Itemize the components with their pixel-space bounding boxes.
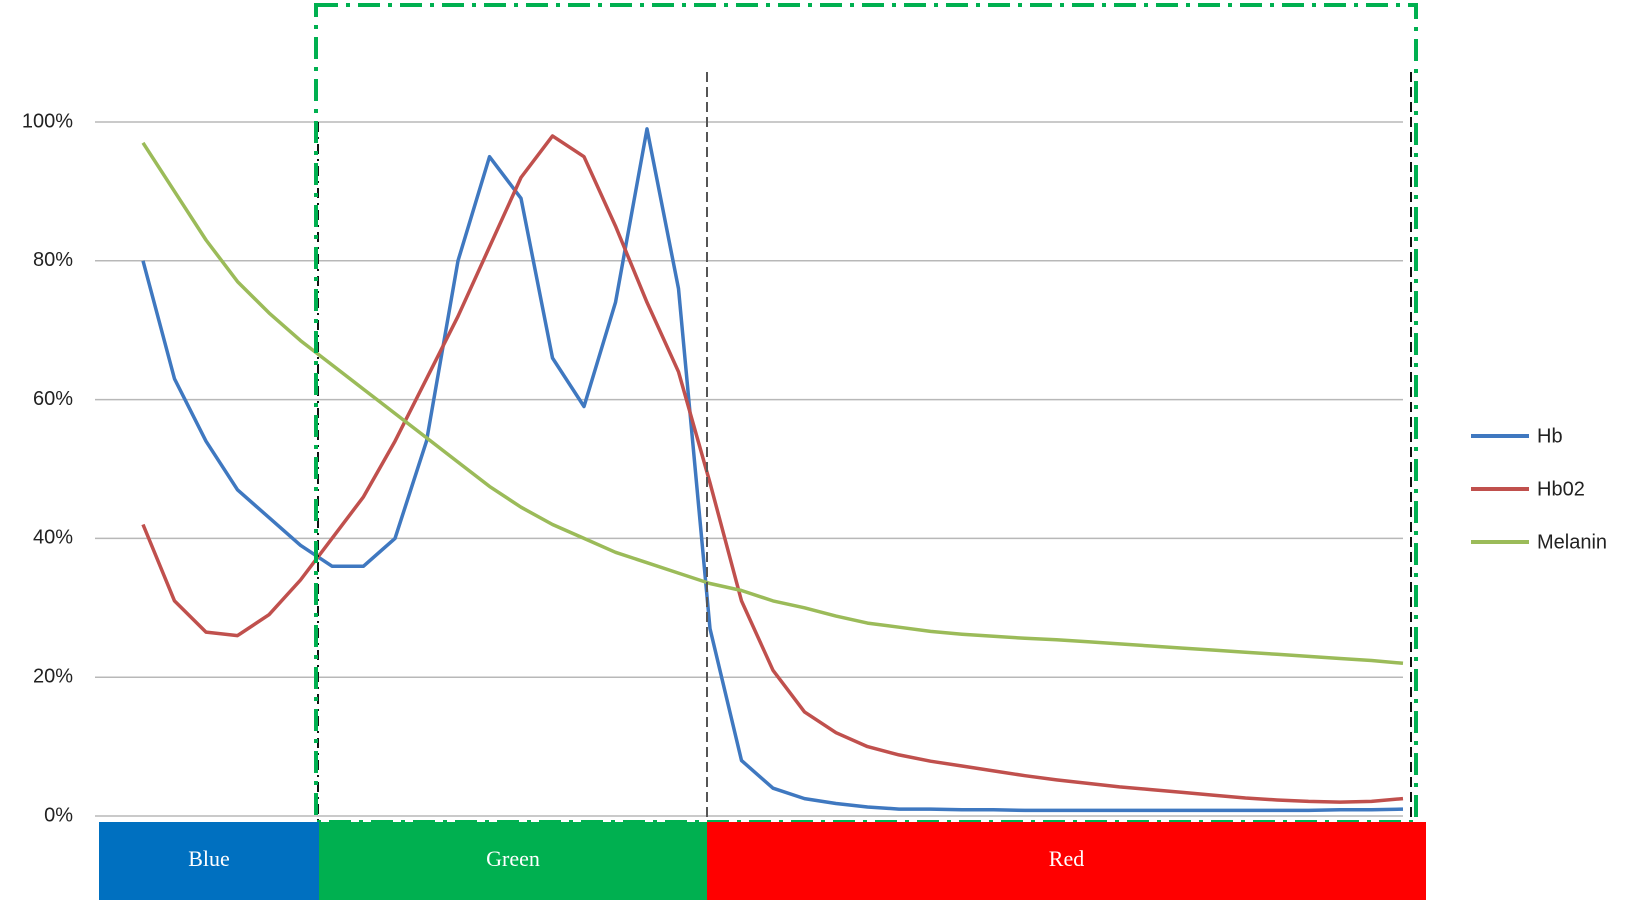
band-label: Red [1049,846,1084,871]
y-tick-label: 100% [22,110,73,132]
y-tick-label: 60% [33,388,73,410]
highlight-box [314,3,1418,824]
y-tick-label: 80% [33,249,73,271]
band-label: Blue [188,846,230,871]
series-line [141,141,1404,666]
series-line [141,134,1404,804]
legend-label: Melanin [1537,531,1607,553]
y-tick-label: 0% [44,804,73,826]
legend-label: Hb [1537,425,1563,447]
series-line [141,127,1404,813]
y-tick-label: 20% [33,665,73,687]
band [319,822,707,900]
band-label: Green [486,846,540,871]
y-tick-label: 40% [33,527,73,549]
band [99,822,319,900]
plot [141,127,1404,813]
legend-label: Hb02 [1537,478,1585,500]
legend: Hb Hb02 Melanin [1471,425,1607,553]
band [707,822,1426,900]
bands: Blue Green Red [99,822,1426,900]
grid: 0% 20% 40% 60% 80% 100% [22,110,1403,826]
